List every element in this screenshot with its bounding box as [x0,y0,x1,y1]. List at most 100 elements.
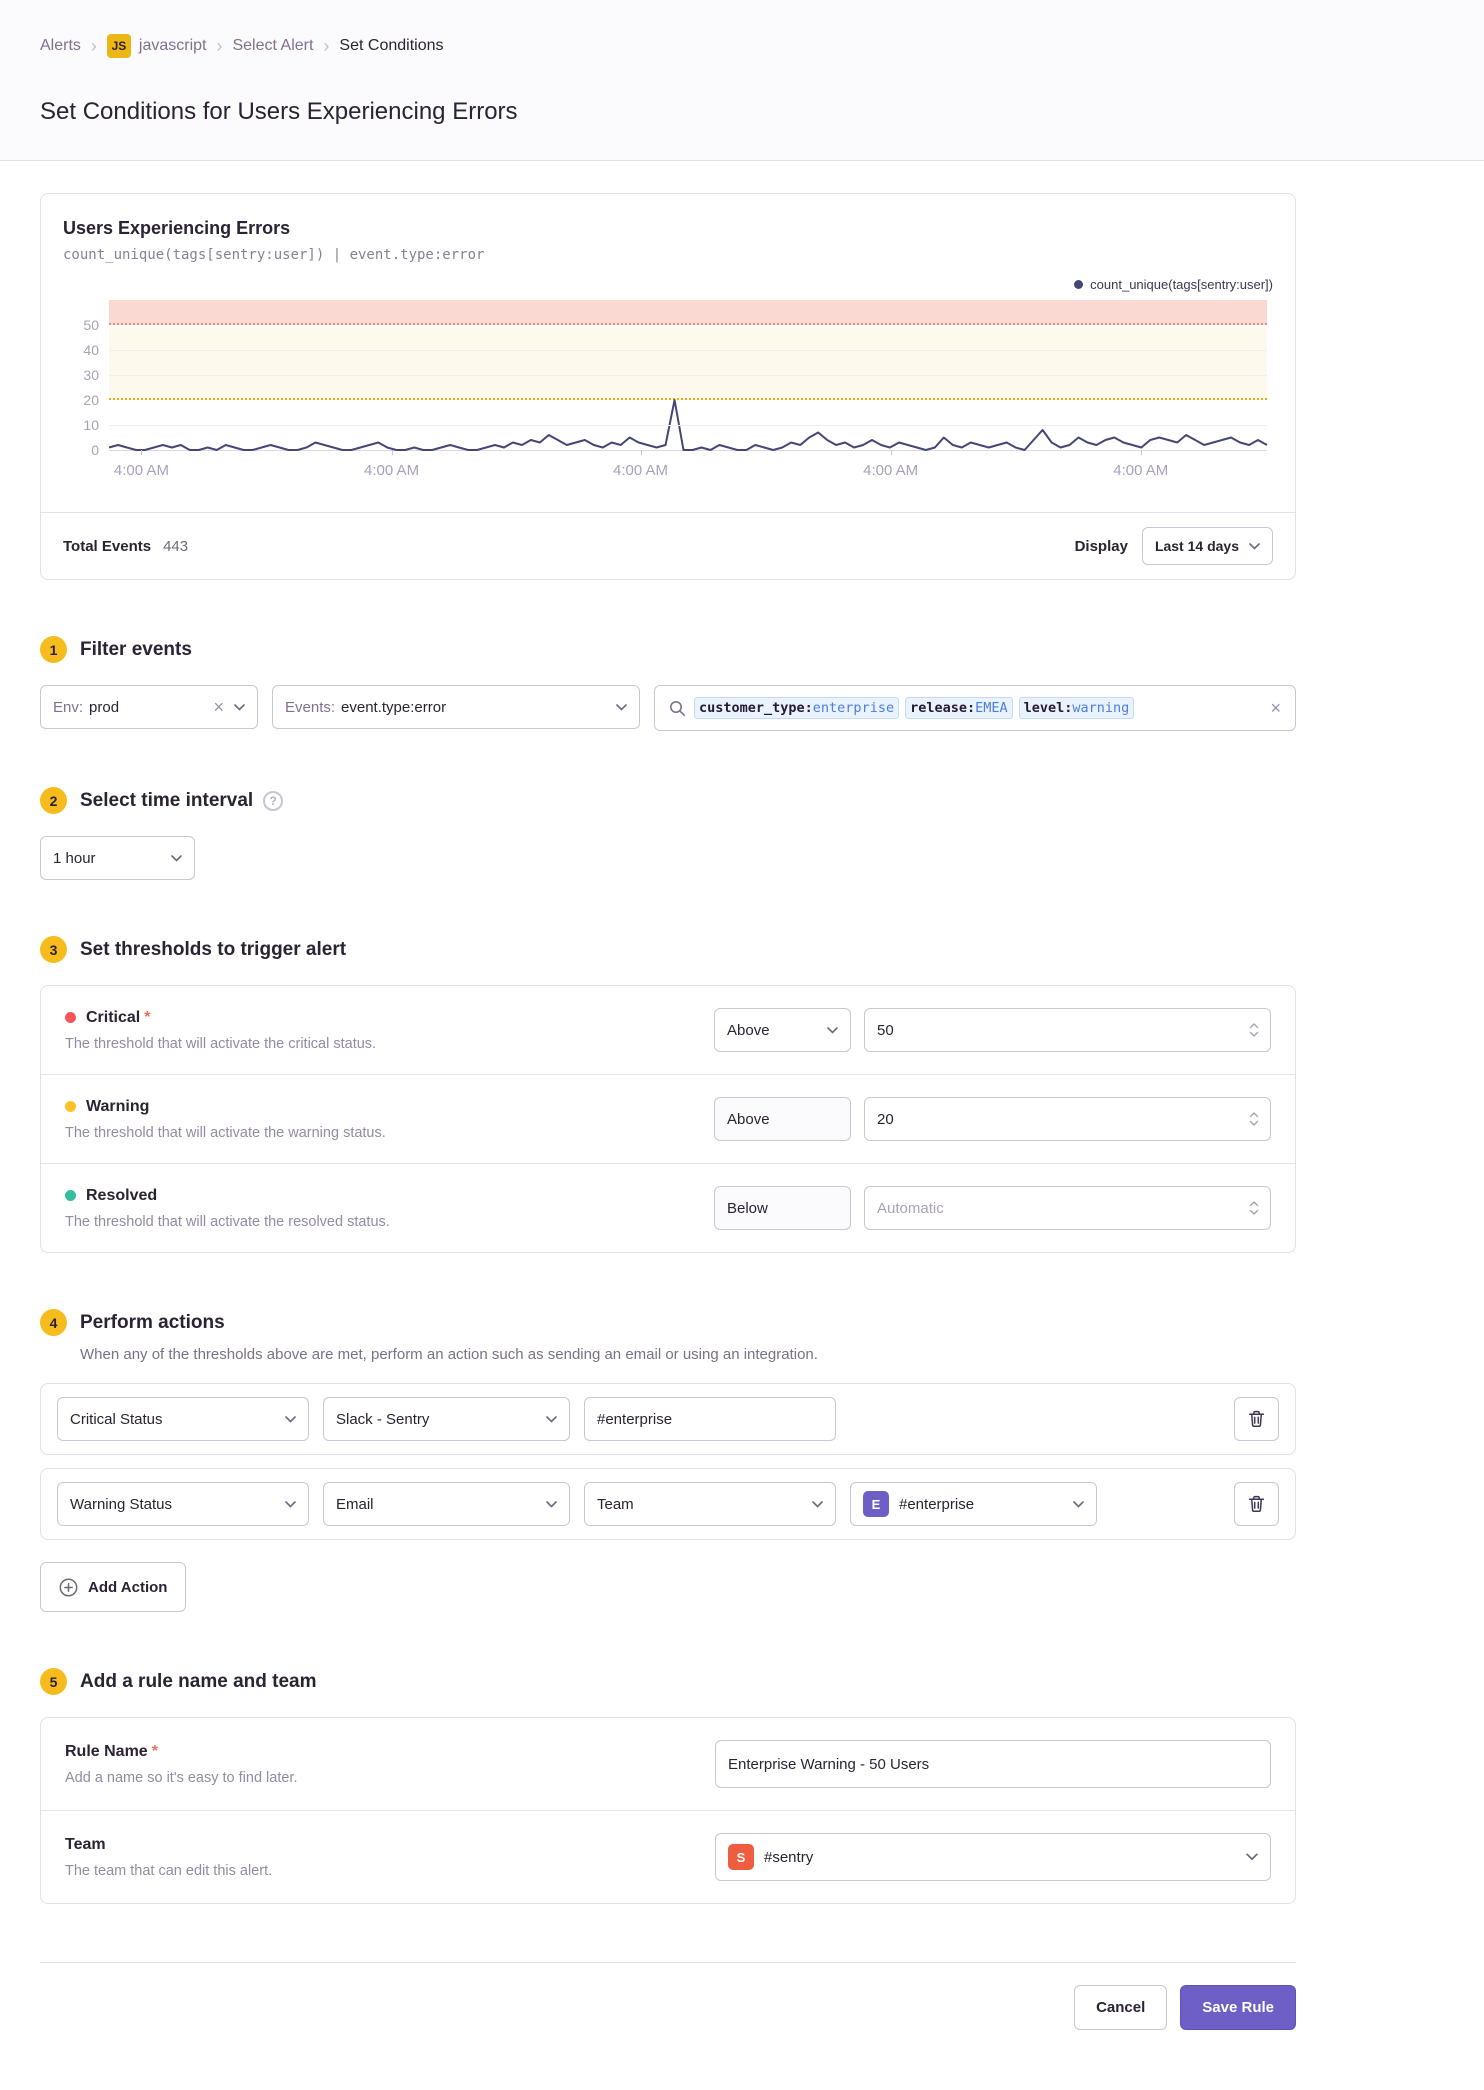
warning-comparison-value: Above [727,1110,770,1128]
step-5-header: 5 Add a rule name and team [40,1668,1296,1695]
cancel-button[interactable]: Cancel [1074,1985,1168,2030]
action-service-dropdown[interactable]: Slack - Sentry [323,1397,570,1441]
warning-threshold-label: Warning [86,1097,150,1115]
total-events-label: Total Events [63,537,152,555]
step-4-header: 4 Perform actions [40,1309,1296,1336]
chevron-down-icon [1249,542,1260,550]
team-select-dropdown[interactable]: S #sentry [715,1833,1271,1881]
gridline [109,350,1267,351]
tag-filter-search-input[interactable]: customer_type:enterprise release:EMEA le… [654,685,1296,731]
legend-series-dot [1074,280,1084,289]
time-interval-dropdown[interactable]: 1 hour [40,836,195,880]
x-axis-tick [640,450,642,455]
add-action-button[interactable]: Add Action [40,1562,187,1612]
rule-name-input[interactable] [715,1740,1271,1788]
token-value: enterprise [812,700,895,716]
chevron-down-icon [812,1500,823,1508]
warning-threshold-input[interactable] [864,1097,1271,1141]
chart-title: Users Experiencing Errors [63,218,291,238]
action-row-critical: Critical Status Slack - Sentry [40,1383,1296,1455]
critical-threshold-row: Critical The threshold that will activat… [41,986,1295,1074]
x-axis-tick [1140,450,1142,455]
search-token[interactable]: level:warning [1018,697,1135,719]
action-status-value: Critical Status [70,1410,163,1428]
step-4-description: When any of the thresholds above are met… [80,1346,818,1363]
search-token[interactable]: release:EMEA [905,697,1013,719]
chevron-down-icon [234,703,245,711]
breadcrumb: Alerts › JS javascript › Select Alert › … [40,34,1444,58]
display-period-dropdown[interactable]: Last 14 days [1141,527,1273,565]
save-rule-button[interactable]: Save Rule [1180,1985,1296,2030]
plus-circle-icon [59,1578,78,1596]
breadcrumb-item-select-alert[interactable]: Select Alert [232,37,314,54]
step-2-badge: 2 [40,787,67,814]
step-2-title: Select time interval ? [80,789,284,812]
breadcrumb-separator-icon: › [90,36,97,56]
action-service-value: Email [336,1495,374,1513]
delete-action-button[interactable] [1234,1482,1279,1526]
step-2-title-text: Select time interval [80,789,254,811]
resolved-threshold-input[interactable] [864,1186,1271,1230]
rule-name-description: Add a name so it's easy to find later. [65,1769,298,1786]
team-avatar: E [863,1491,889,1517]
breadcrumb-separator-icon: › [323,36,330,56]
token-key: customer_type: [699,700,813,716]
warning-threshold-description: The threshold that will activate the war… [65,1124,386,1141]
team-select-value: #sentry [764,1848,814,1866]
resolved-comparison-button: Below [714,1186,851,1230]
search-icon [670,700,685,716]
action-channel-input[interactable] [584,1397,836,1441]
team-avatar: S [728,1844,754,1870]
chevron-down-icon [171,854,182,862]
action-team-value: #enterprise [899,1495,975,1513]
clear-search-icon[interactable]: × [1270,698,1281,718]
action-status-dropdown[interactable]: Critical Status [57,1397,309,1441]
token-key: level: [1023,700,1073,716]
delete-action-button[interactable] [1234,1397,1279,1441]
search-token-list: customer_type:enterprise release:EMEA le… [694,697,1252,719]
breadcrumb-item-project[interactable]: JS javascript [106,34,206,58]
display-label: Display [1074,537,1128,555]
token-value: warning [1072,700,1130,716]
page-header: Alerts › JS javascript › Select Alert › … [0,0,1484,161]
chevron-down-icon [827,1026,838,1034]
number-stepper-icon[interactable] [1249,1022,1259,1038]
search-token[interactable]: customer_type:enterprise [694,697,900,719]
gridline [109,375,1267,376]
display-period-value: Last 14 days [1154,538,1239,554]
chart-plot-area [109,300,1267,451]
number-stepper-icon[interactable] [1249,1111,1259,1127]
y-axis-tick-label: 0 [91,442,99,458]
x-axis-tick-label: 4:00 AM [1113,462,1169,479]
clear-environment-icon[interactable]: × [213,697,224,717]
number-stepper-icon[interactable] [1249,1200,1259,1216]
critical-threshold-input[interactable] [864,1008,1271,1052]
rule-name-label: Rule Name [65,1743,158,1761]
y-axis-tick-label: 40 [83,342,99,358]
chart-card-footer: Total Events 443 Display Last 14 days [41,512,1295,579]
x-axis-tick [141,450,143,455]
events-filter-dropdown[interactable]: Events: event.type:error [272,685,640,729]
breadcrumb-item-set-conditions: Set Conditions [339,37,444,54]
alert-threshold-chart: 0 10 20 30 40 50 4:00 AM 4:00 AM 4:00 AM 4:00 AM 4… [63,300,1273,508]
step-1-header: 1 Filter events [40,636,1296,663]
critical-comparison-dropdown[interactable]: Above [714,1008,851,1052]
resolved-status-dot [65,1190,76,1201]
action-service-value: Slack - Sentry [336,1410,430,1428]
breadcrumb-item-alerts[interactable]: Alerts [40,37,81,54]
x-axis-tick [391,450,393,455]
team-description: The team that can edit this alert. [65,1862,273,1879]
form-footer: Cancel Save Rule [40,1962,1296,2090]
action-target-type-dropdown[interactable]: Team [584,1482,836,1526]
step-2-header: 2 Select time interval ? [40,787,1296,814]
help-icon[interactable]: ? [263,790,284,811]
action-team-dropdown[interactable]: E #enterprise [850,1482,1097,1526]
action-service-dropdown[interactable]: Email [323,1482,570,1526]
action-target-type-value: Team [597,1495,634,1513]
environment-filter-dropdown[interactable]: Env: prod × [40,685,258,729]
action-status-dropdown[interactable]: Warning Status [57,1482,309,1526]
chevron-down-icon [285,1415,296,1423]
warning-comparison-button: Above [714,1097,851,1141]
chart-query: count_unique(tags[sentry:user]) | event.… [63,247,485,263]
y-axis-tick-label: 10 [83,417,99,433]
